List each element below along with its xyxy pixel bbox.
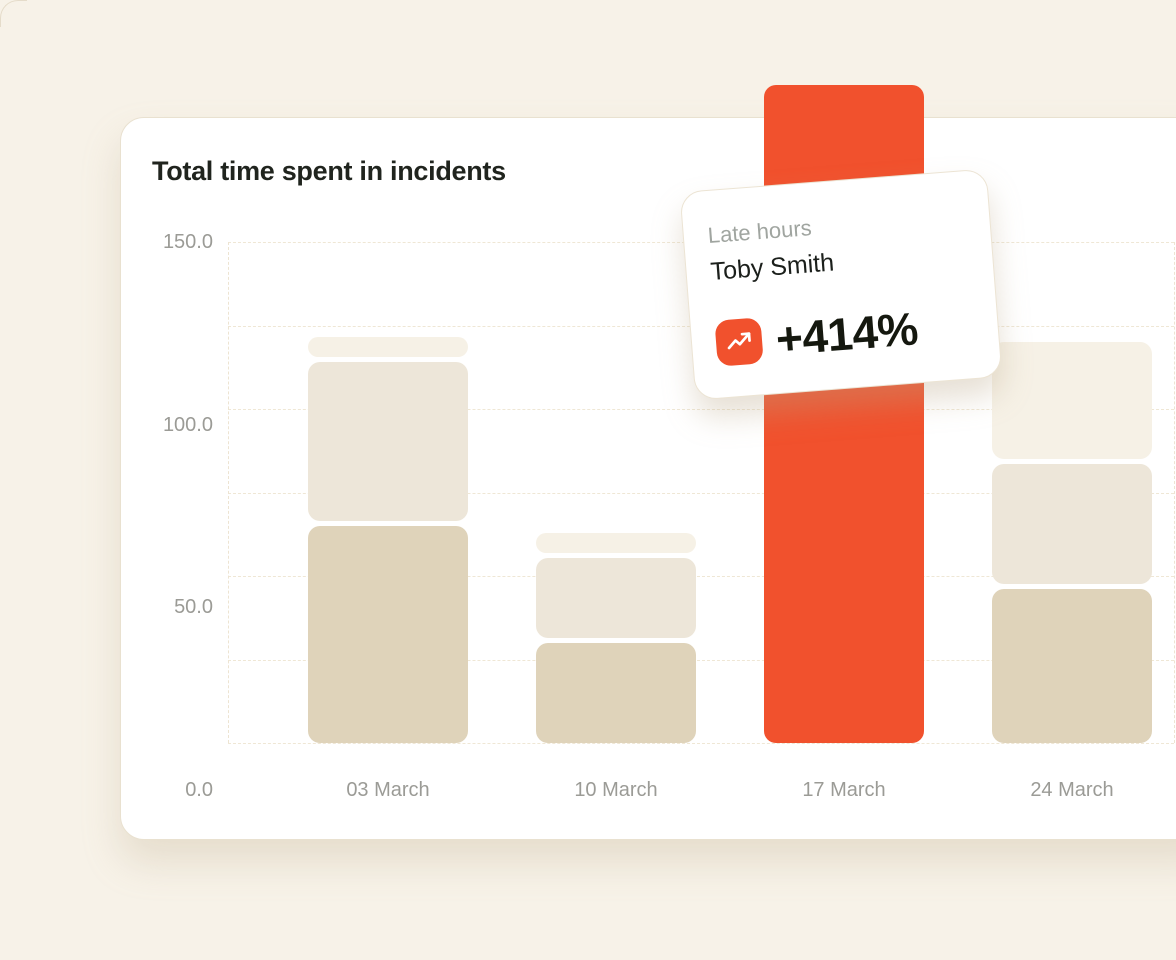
- x-axis-tick: 10 March: [574, 779, 658, 801]
- y-axis-tick: 100.0: [162, 413, 213, 436]
- bar-segment-middle[interactable]: [992, 464, 1152, 585]
- bar-segment-bottom[interactable]: [992, 589, 1152, 743]
- tooltip-delta: +414%: [774, 302, 920, 366]
- x-axis-tick: 03 March: [346, 779, 430, 801]
- bar-segment-top[interactable]: [308, 337, 468, 358]
- gridline: [228, 492, 1174, 494]
- bar-segment-middle[interactable]: [308, 362, 468, 521]
- plot-edge: [1174, 242, 1175, 743]
- y-axis-tick: 50.0: [174, 596, 213, 619]
- y-axis-tick: 150.0: [162, 231, 213, 253]
- x-axis-tick: 17 March: [802, 779, 886, 801]
- bar-segment-top[interactable]: [536, 532, 696, 553]
- tooltip-row: +414%: [714, 297, 975, 371]
- y-axis-tick: 0.0: [185, 779, 213, 802]
- chart-title: Total time spent in incidents: [152, 156, 506, 186]
- gridline: [228, 409, 1174, 410]
- bar-segment-middle[interactable]: [536, 557, 696, 638]
- gridline: [228, 576, 1174, 577]
- bar-segment-bottom[interactable]: [308, 525, 468, 743]
- page-frame-corner: [0, 0, 27, 27]
- bar-segment-top[interactable]: [992, 342, 1152, 460]
- chart-tooltip: Late hours Toby Smith +414%: [679, 168, 1003, 401]
- gridline: [228, 743, 1174, 744]
- bar-segment-bottom[interactable]: [536, 642, 696, 743]
- x-axis-tick: 24 March: [1030, 779, 1114, 801]
- gridline: [228, 659, 1174, 661]
- trending-up-icon: [714, 317, 764, 367]
- plot-edge: [228, 242, 229, 743]
